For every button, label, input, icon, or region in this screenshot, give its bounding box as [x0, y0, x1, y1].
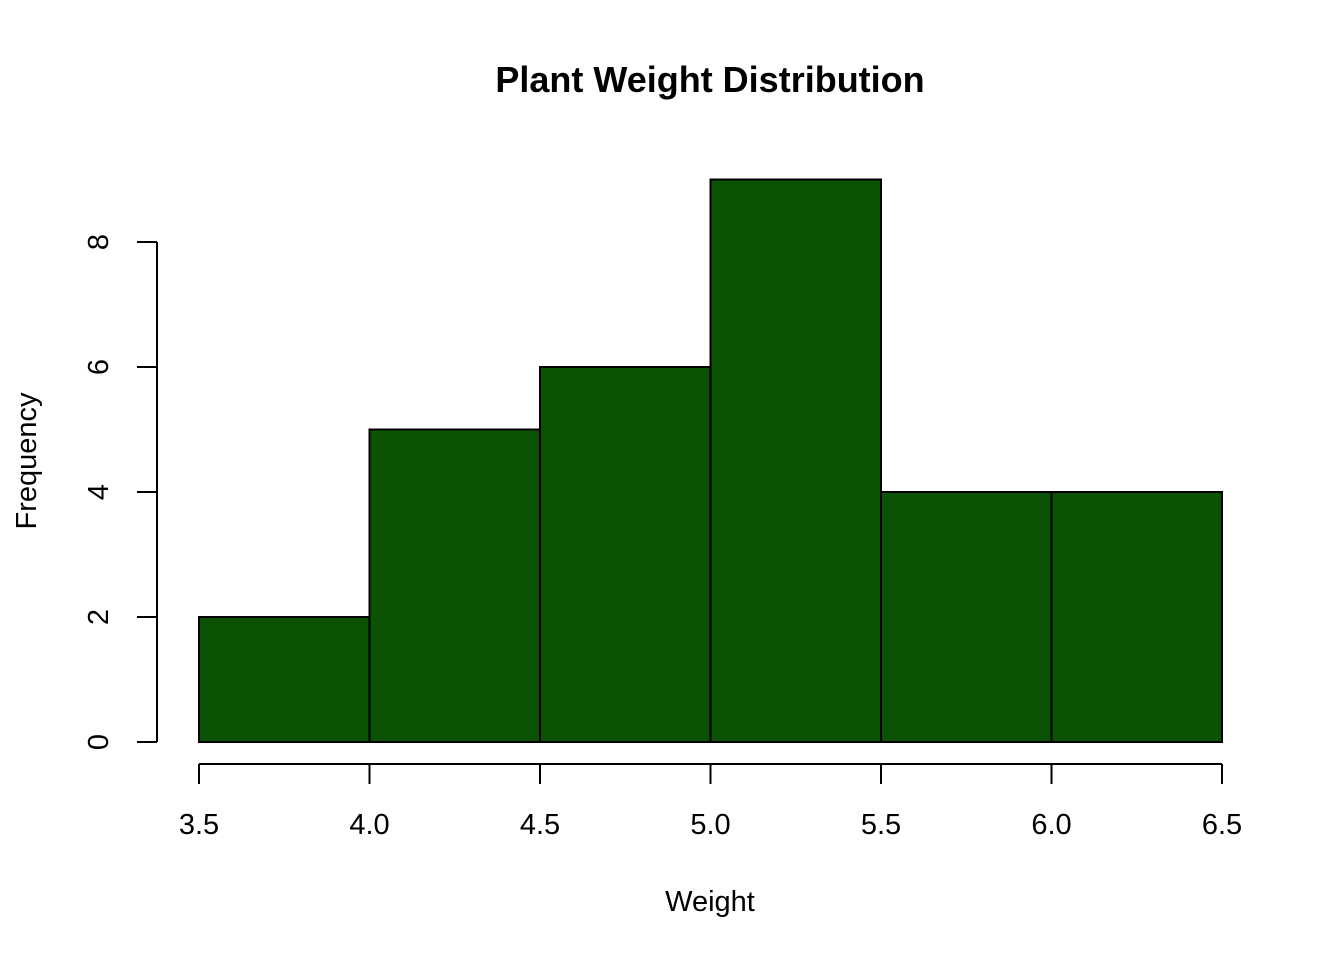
histogram-bar-6 — [1050, 491, 1223, 743]
y-tick-label: 8 — [83, 234, 115, 250]
x-axis-label: Weight — [665, 886, 755, 918]
x-tick-label: 3.5 — [179, 809, 219, 841]
y-tick-label: 2 — [83, 609, 115, 625]
y-axis: 0 2 4 6 8 — [83, 234, 158, 750]
bars-group — [198, 178, 1223, 743]
x-axis: 3.5 4.0 4.5 5.0 5.5 6.0 6.5 — [179, 763, 1242, 841]
histogram-bar-5 — [880, 491, 1053, 743]
y-tick-label: 6 — [83, 359, 115, 375]
chart-title: Plant Weight Distribution — [495, 59, 924, 100]
y-tick-label: 0 — [83, 734, 115, 750]
x-tick-label: 6.0 — [1031, 809, 1071, 841]
x-tick-label: 6.5 — [1202, 809, 1242, 841]
x-tick-label: 5.5 — [861, 809, 901, 841]
x-tick-label: 4.5 — [520, 809, 560, 841]
y-tick-label: 4 — [83, 484, 115, 500]
histogram-bar-3 — [539, 366, 712, 743]
x-tick-label: 5.0 — [690, 809, 730, 841]
histogram-bar-4 — [709, 178, 882, 743]
histogram-bar-2 — [368, 428, 541, 743]
y-axis-label: Frequency — [11, 392, 43, 530]
histogram-bar-1 — [198, 616, 371, 743]
x-tick-label: 4.0 — [349, 809, 389, 841]
